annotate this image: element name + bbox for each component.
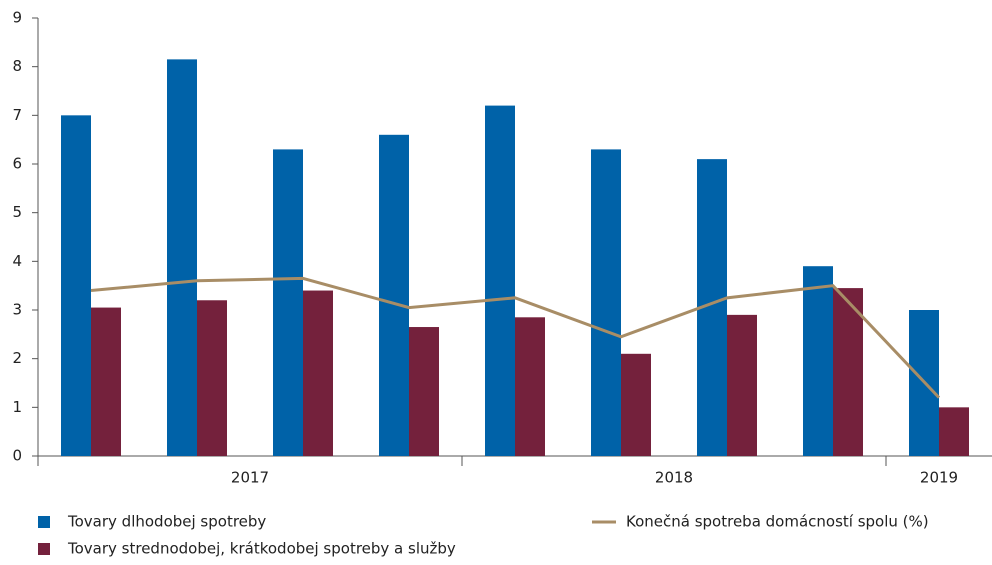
bar — [621, 353, 651, 456]
bar — [167, 59, 197, 456]
y-tick-label: 2 — [12, 349, 22, 367]
bar — [485, 105, 515, 456]
bar — [273, 149, 303, 456]
bar — [591, 149, 621, 456]
bar — [197, 300, 227, 456]
bar — [91, 307, 121, 456]
bar — [833, 288, 863, 456]
bar — [939, 407, 969, 456]
y-tick-label: 9 — [12, 9, 22, 27]
bar — [727, 314, 757, 456]
legend-swatch — [38, 516, 50, 528]
y-tick-label: 7 — [12, 106, 22, 124]
legend-swatch — [38, 543, 50, 555]
x-group-label: 2018 — [655, 469, 693, 487]
legend-label: Tovary strednodobej, krátkodobej spotreb… — [67, 540, 456, 558]
bar — [515, 317, 545, 456]
bar — [61, 115, 91, 456]
x-group-label: 2017 — [231, 469, 269, 487]
x-group-label: 2019 — [920, 469, 958, 487]
y-tick-label: 8 — [12, 57, 22, 75]
legend-label: Konečná spotreba domácností spolu (%) — [626, 513, 929, 531]
y-tick-label: 0 — [12, 447, 22, 465]
y-tick-label: 3 — [12, 301, 22, 319]
y-tick-label: 4 — [12, 252, 22, 270]
y-tick-label: 6 — [12, 155, 22, 173]
bar — [803, 266, 833, 456]
line — [90, 276, 941, 399]
y-tick-label: 5 — [12, 203, 22, 221]
bar — [303, 290, 333, 456]
y-tick-label: 1 — [12, 398, 22, 416]
bar — [409, 327, 439, 456]
legend-label: Tovary dlhodobej spotreby — [67, 513, 266, 531]
bar — [379, 134, 409, 457]
